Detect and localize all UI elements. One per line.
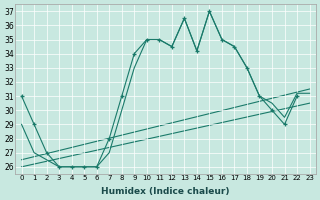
X-axis label: Humidex (Indice chaleur): Humidex (Indice chaleur) <box>101 187 230 196</box>
